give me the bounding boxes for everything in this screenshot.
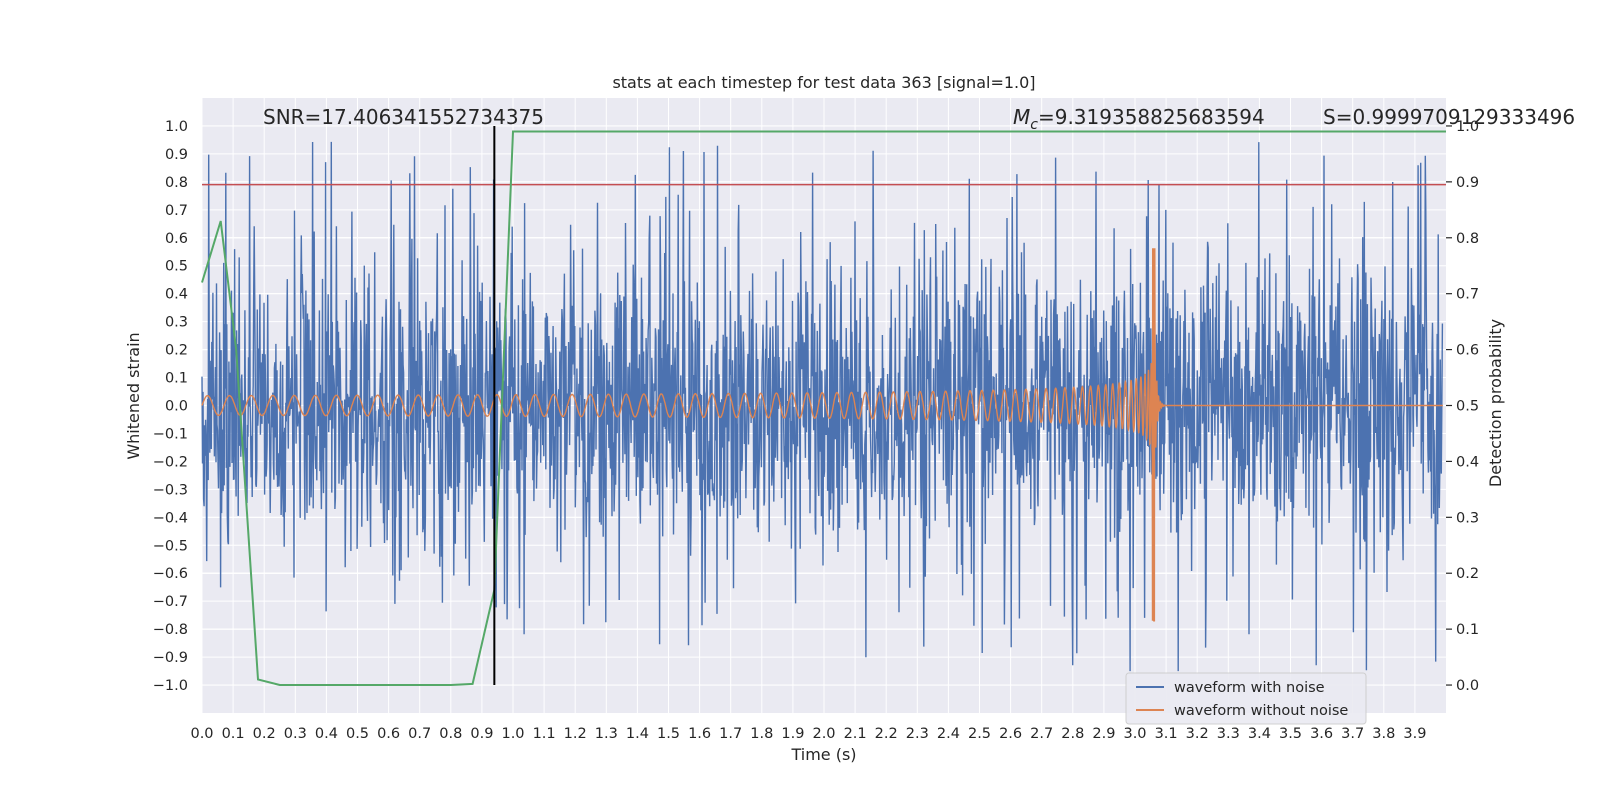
y-right-tick-label: 0.7	[1456, 287, 1479, 303]
x-tick-label: 2.2	[875, 726, 898, 742]
x-tick-label: 1.4	[626, 726, 649, 742]
chirp-mass-subscript: c	[1030, 117, 1038, 133]
series-detection-probability	[201, 130, 1446, 686]
x-tick-label: 0.1	[222, 726, 245, 742]
x-tick-label: 1.3	[595, 726, 618, 742]
x-tick-label: 1.0	[501, 726, 524, 742]
y-left-tick-label: −0.8	[153, 622, 188, 638]
y-axis-left-label: Whitened strain	[124, 332, 143, 459]
x-tick-label: 2.9	[1092, 726, 1115, 742]
y-right-tick-label: 0.1	[1456, 622, 1479, 638]
y-left-tick-label: 0.3	[165, 315, 188, 331]
x-tick-label: 0.4	[315, 726, 338, 742]
x-tick-label: 2.3	[906, 726, 929, 742]
x-tick-label: 1.9	[781, 726, 804, 742]
y-left-tick-label: −0.5	[153, 538, 188, 554]
y-left-tick-label: 0.1	[165, 371, 188, 387]
x-tick-label: 3.3	[1217, 726, 1240, 742]
snr-annotation: SNR=17.406341552734375	[263, 105, 544, 129]
x-tick-label: 3.9	[1403, 726, 1426, 742]
y-left-tick-label: −0.7	[153, 594, 188, 610]
x-tick-label: 1.2	[564, 726, 587, 742]
y-left-tick-label: 0.2	[165, 343, 188, 359]
chart-title: stats at each timestep for test data 363…	[612, 73, 1035, 92]
x-tick-label: 0.9	[470, 726, 493, 742]
x-tick-label: 0.0	[190, 726, 213, 742]
plot-layer: 0.0 0.1 0.2 0.3 0.4 0.5 0.6 0.7 0.8 0.9 1.0 1.1 1.2 1…	[153, 98, 1479, 742]
legend-label: waveform with noise	[1174, 680, 1325, 696]
y-left-tick-label: 0.6	[165, 231, 188, 247]
y-left-tick-label: −0.1	[153, 426, 188, 442]
x-tick-label: 0.6	[377, 726, 400, 742]
x-tick-label: 3.1	[1155, 726, 1178, 742]
y-left-tick-label: −0.2	[153, 454, 188, 470]
y-left-tick-label: 0.0	[165, 399, 188, 415]
chirp-mass-value: =9.319358825683594	[1038, 105, 1265, 129]
x-tick-label: 2.0	[812, 726, 835, 742]
y-right-tick-label: 0.9	[1456, 175, 1479, 191]
y-left-tick-label: −0.4	[153, 510, 188, 526]
y-left-tick-label: 0.5	[165, 259, 188, 275]
x-tick-label: 0.3	[284, 726, 307, 742]
x-tick-label: 0.2	[253, 726, 276, 742]
x-tick-label: 1.8	[750, 726, 773, 742]
x-tick-label: 0.8	[439, 726, 462, 742]
y-left-tick-label: −0.9	[153, 650, 188, 666]
x-tick-label: 2.1	[844, 726, 867, 742]
x-tick-label: 1.6	[688, 726, 711, 742]
x-tick-label: 3.5	[1279, 726, 1302, 742]
score-annotation: S=0.9999709129333496	[1323, 105, 1575, 129]
x-tick-label: 1.1	[533, 726, 556, 742]
chirp-mass-symbol: M	[1013, 105, 1030, 129]
chirp-mass-annotation: Mc=9.319358825683594	[1013, 105, 1265, 133]
series-waveform-with-noise	[201, 141, 1444, 672]
legend: waveform with noise waveform without nois…	[1125, 672, 1367, 725]
x-tick-label: 3.8	[1372, 726, 1395, 742]
y-right-tick-label: 0.8	[1456, 231, 1479, 247]
y-left-tick-label: −0.3	[153, 482, 188, 498]
y-axis-right-label: Detection probability	[1486, 319, 1505, 487]
x-tick-label: 0.5	[346, 726, 369, 742]
y-right-tick-label: 0.0	[1456, 678, 1479, 694]
x-tick-label: 1.7	[719, 726, 742, 742]
x-tick-label: 2.5	[968, 726, 991, 742]
y-right-tick-label: 0.3	[1456, 510, 1479, 526]
x-tick-label: 2.6	[999, 726, 1022, 742]
y-left-tick-label: 0.8	[165, 175, 188, 191]
y-left-tick-label: 0.7	[165, 203, 188, 219]
x-tick-label: 2.4	[937, 726, 960, 742]
y-left-tick-label: −0.6	[153, 566, 188, 582]
y-left-tick-label: −1.0	[153, 678, 188, 694]
series-waveform-without-noise	[201, 248, 1443, 622]
y-right-tick-label: 1.0	[1456, 119, 1479, 135]
y-right-tick-label: 0.4	[1456, 454, 1479, 470]
x-tick-label: 2.7	[1030, 726, 1053, 742]
x-tick-label: 3.7	[1341, 726, 1364, 742]
y-right-tick-label: 0.2	[1456, 566, 1479, 582]
y-left-tick-label: 0.4	[165, 287, 188, 303]
x-axis-label: Time (s)	[790, 745, 856, 764]
x-tick-label: 2.8	[1061, 726, 1084, 742]
legend-label: waveform without noise	[1174, 703, 1348, 719]
legend-box	[1125, 672, 1367, 725]
x-tick-label: 3.6	[1310, 726, 1333, 742]
y-left-tick-label: 0.9	[165, 147, 188, 163]
x-tick-label: 3.2	[1186, 726, 1209, 742]
x-tick-label: 3.4	[1248, 726, 1271, 742]
x-tick-label: 3.0	[1123, 726, 1146, 742]
x-tick-label: 0.7	[408, 726, 431, 742]
x-tick-label: 1.5	[657, 726, 680, 742]
y-right-tick-label: 0.6	[1456, 343, 1479, 359]
y-right-tick-label: 0.5	[1456, 399, 1479, 415]
y-left-tick-label: 1.0	[165, 119, 188, 135]
